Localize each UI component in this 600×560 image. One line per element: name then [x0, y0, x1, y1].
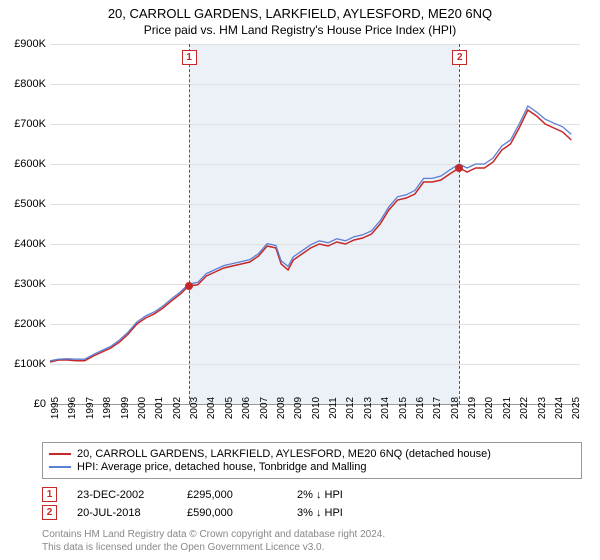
y-axis-label: £500K	[14, 198, 46, 210]
legend-swatch	[49, 466, 71, 468]
x-axis-label: 2003	[189, 397, 200, 419]
chart-title-line1: 20, CARROLL GARDENS, LARKFIELD, AYLESFOR…	[0, 0, 600, 21]
sale-row-badge: 2	[42, 505, 57, 520]
x-axis-label: 2000	[137, 397, 148, 419]
x-axis-label: 2001	[154, 397, 165, 419]
chart-container: 20, CARROLL GARDENS, LARKFIELD, AYLESFOR…	[0, 0, 600, 560]
credits-line2: This data is licensed under the Open Gov…	[42, 542, 385, 555]
sale-pct: 3% ↓ HPI	[297, 507, 387, 519]
y-axis-label: £800K	[14, 78, 46, 90]
legend-item: 20, CARROLL GARDENS, LARKFIELD, AYLESFOR…	[49, 448, 575, 460]
y-axis-label: £400K	[14, 238, 46, 250]
y-axis-label: £900K	[14, 38, 46, 50]
x-axis-label: 2011	[328, 397, 339, 419]
y-axis-label: £100K	[14, 358, 46, 370]
x-axis-label: 1997	[85, 397, 96, 419]
legend-box: 20, CARROLL GARDENS, LARKFIELD, AYLESFOR…	[42, 442, 582, 479]
legend-label: HPI: Average price, detached house, Tonb…	[77, 461, 366, 473]
credits: Contains HM Land Registry data © Crown c…	[42, 529, 385, 554]
chart-title-line2: Price paid vs. HM Land Registry's House …	[0, 21, 600, 41]
x-axis-label: 2016	[415, 397, 426, 419]
legend-swatch	[49, 453, 71, 455]
sale-row-badge: 1	[42, 487, 57, 502]
series-property	[50, 110, 571, 362]
x-axis-label: 2005	[224, 397, 235, 419]
x-axis-label: 2007	[259, 397, 270, 419]
x-axis-label: 1996	[67, 397, 78, 419]
x-axis-label: 2009	[293, 397, 304, 419]
x-axis-label: 2012	[345, 397, 356, 419]
x-axis-label: 2015	[398, 397, 409, 419]
x-axis-label: 2020	[484, 397, 495, 419]
x-axis-label: 1998	[102, 397, 113, 419]
y-axis-label: £0	[34, 398, 46, 410]
sale-marker-badge: 1	[182, 50, 197, 65]
sale-date: 20-JUL-2018	[77, 507, 167, 519]
x-axis-label: 2017	[432, 397, 443, 419]
x-axis-label: 1999	[120, 397, 131, 419]
x-axis-label: 2019	[467, 397, 478, 419]
y-axis-label: £200K	[14, 318, 46, 330]
x-axis-label: 2004	[206, 397, 217, 419]
sale-date: 23-DEC-2002	[77, 489, 167, 501]
chart-plot-area: £0£100K£200K£300K£400K£500K£600K£700K£80…	[50, 44, 580, 404]
sale-marker-badge: 2	[452, 50, 467, 65]
x-axis-label: 2023	[537, 397, 548, 419]
credits-line1: Contains HM Land Registry data © Crown c…	[42, 529, 385, 542]
sale-pct: 2% ↓ HPI	[297, 489, 387, 501]
x-axis-label: 2008	[276, 397, 287, 419]
sale-price: £295,000	[187, 489, 277, 501]
y-axis-label: £600K	[14, 158, 46, 170]
sale-row: 1 23-DEC-2002 £295,000 2% ↓ HPI	[42, 487, 582, 502]
x-axis-label: 2022	[519, 397, 530, 419]
x-axis-label: 2018	[450, 397, 461, 419]
x-axis-label: 2025	[571, 397, 582, 419]
x-axis-label: 1995	[50, 397, 61, 419]
sale-marker-dot	[185, 282, 193, 290]
x-axis-label: 2021	[502, 397, 513, 419]
x-axis-label: 2013	[363, 397, 374, 419]
sale-row: 2 20-JUL-2018 £590,000 3% ↓ HPI	[42, 505, 582, 520]
legend-item: HPI: Average price, detached house, Tonb…	[49, 461, 575, 473]
x-axis-label: 2006	[241, 397, 252, 419]
x-axis-label: 2014	[380, 397, 391, 419]
legend-label: 20, CARROLL GARDENS, LARKFIELD, AYLESFOR…	[77, 448, 491, 460]
y-axis-label: £700K	[14, 118, 46, 130]
y-axis-label: £300K	[14, 278, 46, 290]
series-hpi	[50, 106, 571, 361]
x-axis-label: 2002	[172, 397, 183, 419]
sales-table: 1 23-DEC-2002 £295,000 2% ↓ HPI 2 20-JUL-2018…	[42, 484, 582, 523]
chart-svg	[50, 44, 580, 404]
sale-marker-dot	[455, 164, 463, 172]
sale-price: £590,000	[187, 507, 277, 519]
x-axis-label: 2010	[311, 397, 322, 419]
x-axis-label: 2024	[554, 397, 565, 419]
